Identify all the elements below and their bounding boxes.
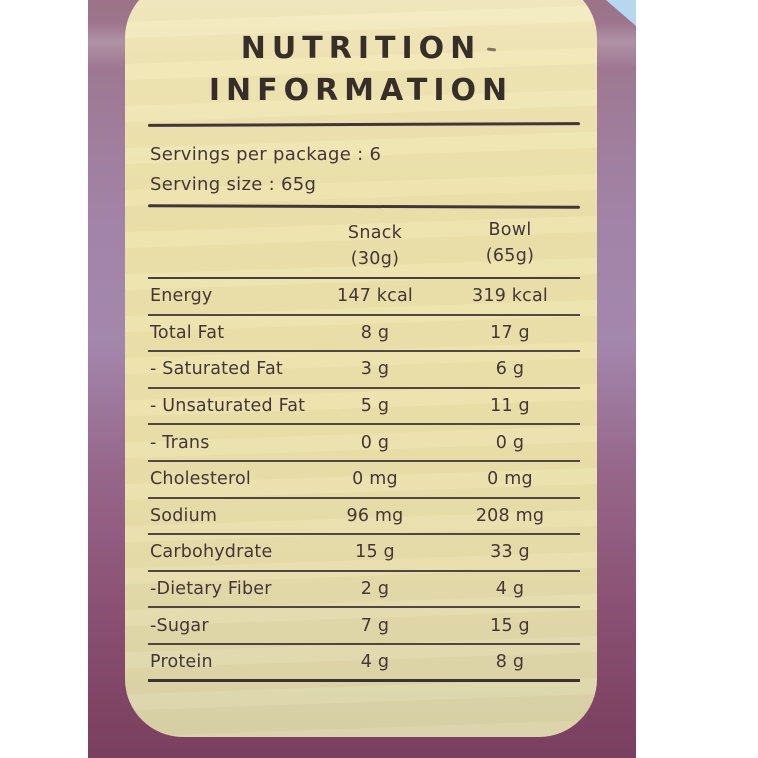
bowl-value: 8 g: [495, 651, 525, 672]
table-row: Carbohydrate 15 g 33 g: [148, 535, 580, 572]
bowl-value: 17 g: [490, 322, 530, 343]
column-header-bowl: Bowl (65g): [445, 217, 575, 269]
title-line-1: NUTRITION: [240, 31, 482, 66]
table-row: - Unsaturated Fat 5 g 11 g: [148, 389, 580, 426]
servings-per-package: Servings per package : 6: [150, 144, 382, 165]
bowl-value: 33 g: [490, 542, 530, 563]
table-row: - Saturated Fat 3 g 6 g: [148, 352, 580, 389]
serving-info: Servings per package : 6 Serving size : …: [150, 140, 381, 200]
nutrient-name: Carbohydrate: [150, 542, 273, 563]
column-header-snack: Snack (30g): [310, 220, 440, 272]
snack-value: 147 kcal: [337, 286, 413, 307]
title-line-2: INFORMATION: [208, 73, 514, 108]
label-title: NUTRITION INFORMATION: [125, 28, 597, 112]
snack-value: 4 g: [360, 651, 390, 672]
bowl-column-name: Bowl: [488, 220, 532, 240]
snack-value: 7 g: [360, 615, 390, 636]
table-row: -Sugar 7 g 15 g: [148, 608, 580, 645]
snack-column-size: (30g): [350, 249, 400, 269]
nutrient-name: - Trans: [150, 432, 210, 453]
bowl-value: 4 g: [495, 579, 525, 600]
nutrient-name: Cholesterol: [150, 469, 251, 490]
table-row: Sodium 96 mg 208 mg: [148, 499, 580, 536]
snack-value: 5 g: [360, 396, 390, 417]
nutrient-name: - Unsaturated Fat: [150, 396, 306, 417]
snack-value: 8 g: [360, 322, 390, 343]
serving-size: Serving size : 65g: [150, 174, 317, 195]
nutrient-name: -Dietary Fiber: [150, 579, 272, 600]
snack-value: 2 g: [360, 579, 390, 600]
table-row: Protein 4 g 8 g: [148, 645, 580, 682]
bowl-value: 15 g: [490, 615, 530, 636]
nutrition-label: NUTRITION INFORMATION Servings per packa…: [125, 0, 597, 737]
table-row: Total Fat 8 g 17 g: [148, 316, 580, 353]
bowl-column-size: (65g): [485, 246, 535, 266]
table-row: -Dietary Fiber 2 g 4 g: [148, 572, 580, 609]
snack-value: 15 g: [355, 542, 395, 563]
bowl-value: 0 mg: [487, 469, 533, 490]
table-row: - Trans 0 g 0 g: [148, 425, 580, 462]
bowl-value: 208 mg: [475, 505, 545, 526]
nutrient-name: - Saturated Fat: [150, 359, 283, 380]
bowl-value: 319 kcal: [472, 286, 548, 307]
table-row: Energy 147 kcal 319 kcal: [148, 279, 580, 316]
nutrient-name: -Sugar: [150, 615, 209, 636]
bowl-value: 11 g: [490, 396, 530, 417]
nutrient-name: Protein: [150, 651, 213, 672]
nutrient-name: Sodium: [150, 505, 218, 526]
bowl-value: 6 g: [495, 359, 525, 380]
snack-value: 3 g: [360, 359, 390, 380]
snack-column-name: Snack: [347, 223, 403, 243]
nutrient-name: Energy: [150, 286, 213, 307]
snack-value: 96 mg: [346, 505, 404, 526]
bowl-value: 0 g: [495, 432, 525, 453]
nutrient-name: Total Fat: [150, 322, 225, 343]
divider-under-title: [147, 122, 581, 127]
column-headers: Snack (30g) Bowl (65g): [148, 220, 580, 276]
table-row: Cholesterol 0 mg 0 mg: [148, 462, 580, 499]
divider-under-serving: [147, 204, 581, 209]
nutrition-table: Energy 147 kcal 319 kcal Total Fat 8 g 1…: [148, 277, 580, 682]
snack-value: 0 g: [360, 432, 390, 453]
snack-value: 0 mg: [352, 469, 398, 490]
